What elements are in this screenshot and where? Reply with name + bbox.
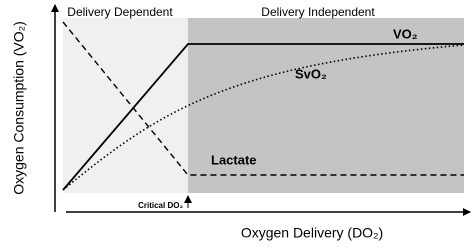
lactate-label: Lactate [211, 152, 257, 167]
lactate-curve [62, 21, 464, 176]
vo2-curve [62, 43, 464, 191]
y-axis-label: Oxygen Consumption (VO₂) [11, 21, 27, 195]
svo2-label: SvO₂ [295, 66, 327, 81]
x-axis-label: Oxygen Delivery (DO₂) [241, 225, 383, 241]
independent-region [188, 18, 464, 193]
critical-label: Critical DO₂ [138, 201, 183, 210]
vo2-label: VO₂ [393, 26, 418, 41]
dependent-label: Delivery Dependent [67, 5, 173, 19]
independent-label: Delivery Independent [261, 5, 375, 19]
svo2-curve [62, 44, 465, 191]
